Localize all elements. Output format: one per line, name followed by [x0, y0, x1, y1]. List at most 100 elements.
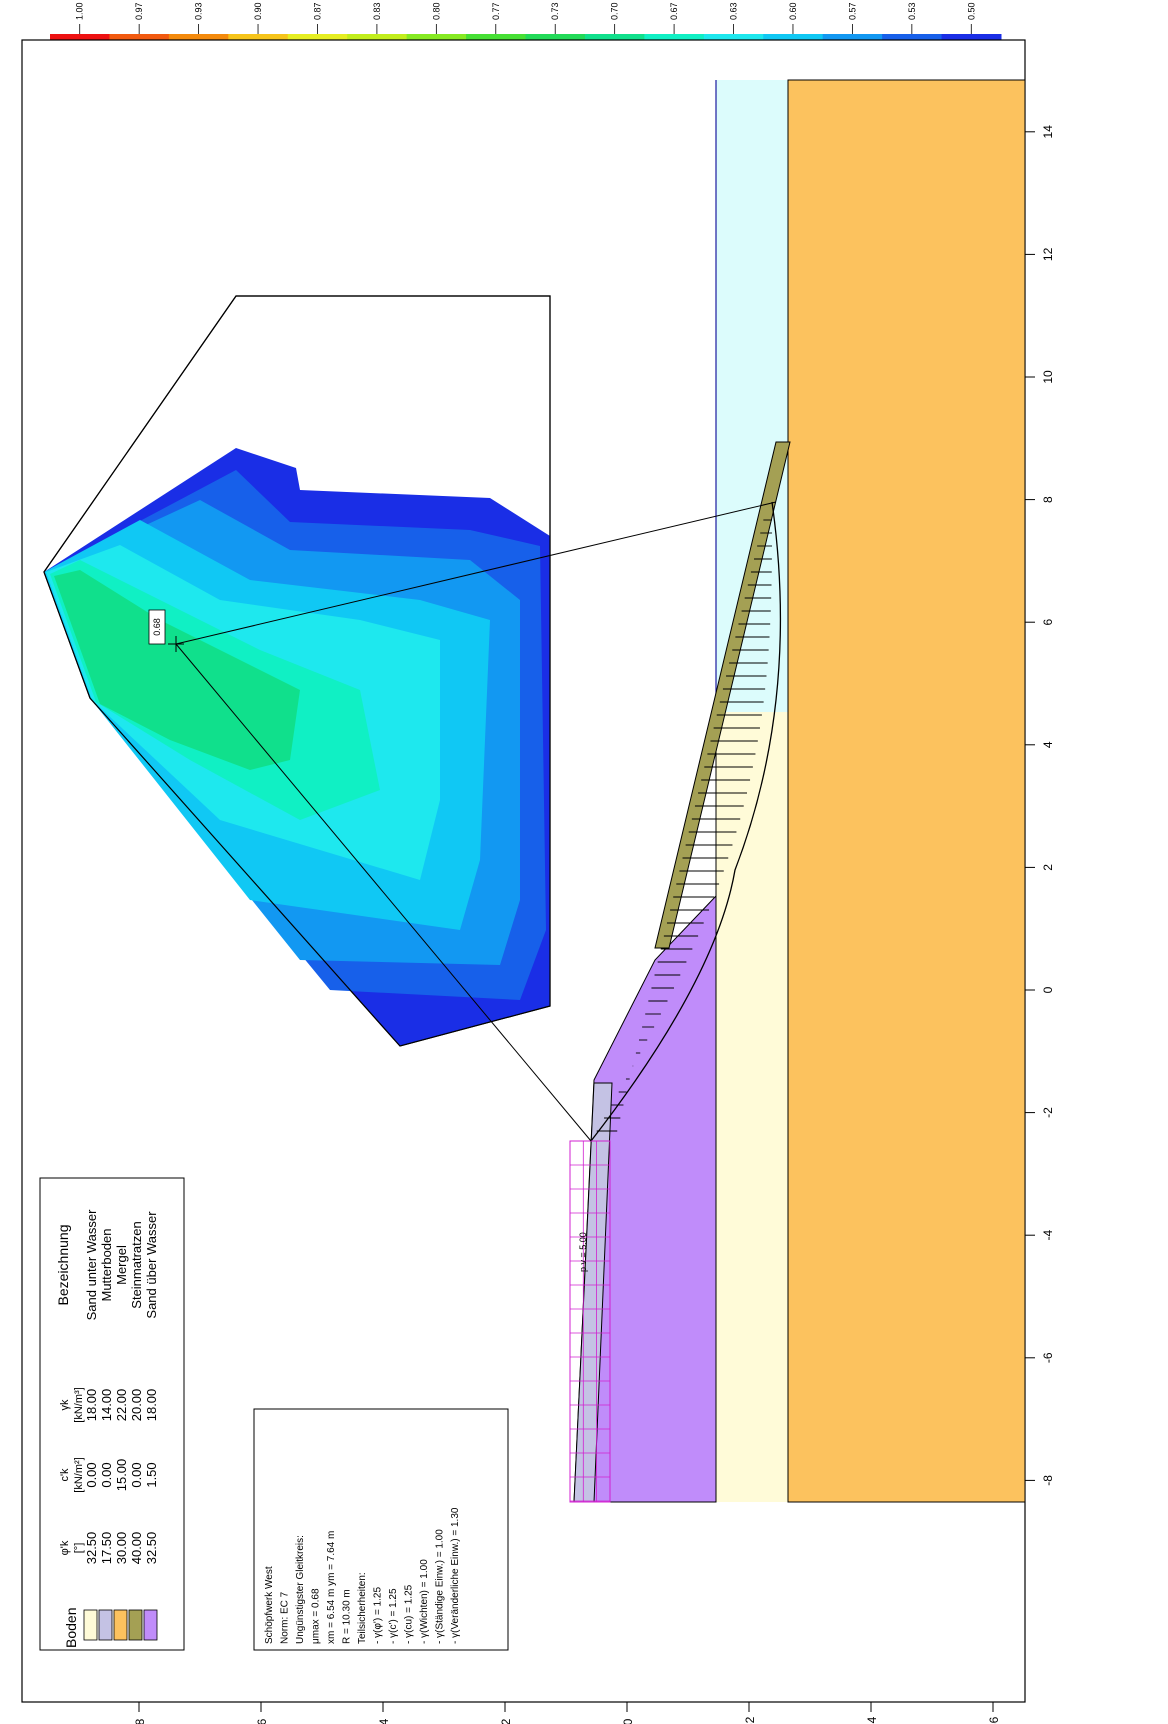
legend-phi-value: 17.50	[99, 1532, 114, 1565]
color-scale-label: 0.67	[669, 2, 679, 20]
x-axis-tick-label: 2	[1041, 864, 1055, 871]
legend-swatch	[113, 1609, 128, 1641]
legend-c-value: 1.50	[144, 1462, 159, 1487]
info-line: Schöpfwerk West	[264, 1566, 275, 1644]
legend-gamma-value: 22.00	[114, 1389, 129, 1422]
legend-swatch	[143, 1609, 158, 1641]
color-scale-label: 0.77	[491, 2, 501, 20]
x-axis-tick-label: 0	[1041, 986, 1055, 993]
x-axis-tick-label: 6	[1041, 619, 1055, 626]
legend-header-gamma: γk	[59, 1399, 71, 1411]
x-axis-tick-label: 12	[1041, 247, 1055, 261]
legend-soil-name: Mergel	[114, 1245, 129, 1285]
legend-phi-value: 32.50	[144, 1532, 159, 1565]
y-axis-tick-label: 6	[255, 1718, 269, 1724]
legend-soil-name: Sand unter Wasser	[84, 1209, 99, 1320]
color-scale-label: 1.00	[75, 2, 85, 20]
color-scale-label: 0.90	[253, 2, 263, 20]
info-line: R = 10.30 m	[342, 1589, 353, 1644]
legend-header-phi-unit: [°]	[73, 1543, 85, 1554]
x-axis-tick-label: -8	[1041, 1475, 1055, 1486]
color-scale-label: 0.53	[907, 2, 917, 20]
info-line: - γ(Veränderliche Einw.) = 1.30	[450, 1507, 461, 1644]
color-scale-label: 0.60	[788, 2, 798, 20]
legend-c-value: 15.00	[114, 1459, 129, 1492]
analysis-info: Schöpfwerk West Norm: EC 7 Ungünstigster G…	[264, 1507, 461, 1644]
y-axis-tick-label: -2	[743, 1716, 757, 1724]
info-line: - γ(Wichten) = 1.00	[419, 1559, 430, 1644]
slip-slices	[596, 519, 773, 1132]
layer-mergel	[787, 79, 1026, 1503]
x-axis-tick-label: 14	[1041, 125, 1055, 139]
legend-header-phi: φ'k	[59, 1540, 71, 1555]
legend-soil-name: Steinmatratzen	[129, 1221, 144, 1308]
info-line: xm = 6.54 m ym = 7.64 m	[326, 1531, 337, 1644]
y-axis-tick-label: 4	[377, 1718, 391, 1724]
soil-legend-box	[39, 1177, 185, 1651]
soil-legend: Boden φ'k [°] c'k [kN/m²] γk [kN/m³] Bezeichnun…	[55, 1209, 159, 1648]
info-line: - γ(c') = 1.25	[388, 1588, 399, 1644]
legend-gamma-value: 14.00	[99, 1389, 114, 1422]
x-axis-tick-label: 8	[1041, 496, 1055, 503]
color-scale-label: 0.80	[431, 2, 441, 20]
color-scale-label: 0.93	[194, 2, 204, 20]
color-scale-label: 0.70	[610, 2, 620, 20]
y-axis-tick-label: 2	[499, 1718, 513, 1724]
color-scale-label: 0.73	[550, 2, 560, 20]
info-line: Teilsicherheiten:	[357, 1572, 368, 1644]
color-scale-label: 0.87	[312, 2, 322, 20]
surcharge-load	[569, 1140, 611, 1503]
color-scale-label: 0.63	[729, 2, 739, 20]
y-axis-tick-label: -6	[987, 1716, 1001, 1724]
legend-soil-name: Mutterboden	[99, 1229, 114, 1302]
legend-phi-value: 40.00	[129, 1532, 144, 1565]
info-line: - γ(cu) = 1.25	[404, 1584, 415, 1644]
legend-phi-value: 30.00	[114, 1532, 129, 1565]
legend-c-value: 0.00	[129, 1462, 144, 1487]
legend-header-boden: Boden	[63, 1608, 79, 1648]
x-axis-tick-label: 4	[1041, 741, 1055, 748]
water-zone	[716, 80, 788, 712]
legend-header-bezeichnung: Bezeichnung	[55, 1225, 71, 1306]
legend-soil-name: Sand über Wasser	[144, 1211, 159, 1319]
legend-c-value: 0.00	[99, 1462, 114, 1487]
legend-c-value: 0.00	[84, 1462, 99, 1487]
y-axis-tick-label: -4	[865, 1716, 879, 1724]
layer-steinmatratzen	[654, 441, 791, 949]
color-scale-label: 0.57	[847, 2, 857, 20]
link-line-centre-to-end	[175, 501, 777, 645]
link-line-centre-to-start	[175, 643, 592, 1142]
info-box	[253, 1408, 509, 1651]
y-axis-tick-label: 8	[133, 1718, 147, 1724]
color-scale-label: 0.50	[966, 2, 976, 20]
legend-header-c-unit: [kN/m²]	[73, 1457, 85, 1492]
y-axis-tick-label: 0	[621, 1718, 635, 1724]
slip-circle-arc	[590, 501, 782, 1142]
x-axis-tick-label: -2	[1041, 1107, 1055, 1118]
info-line: μmax = 0.68	[311, 1588, 322, 1644]
legend-swatch	[128, 1609, 143, 1641]
load-label: p v = 5.00	[578, 1232, 588, 1272]
info-line: - γ(Ständige Einw.) = 1.00	[435, 1529, 446, 1644]
legend-gamma-value: 18.00	[84, 1389, 99, 1422]
color-scale-label: 0.97	[134, 2, 144, 20]
x-axis-tick-label: 10	[1041, 370, 1055, 384]
info-line: Ungünstigster Gleitkreis:	[295, 1535, 306, 1644]
info-line: Norm: EC 7	[280, 1591, 291, 1644]
x-axis-tick-label: -6	[1041, 1352, 1055, 1363]
legend-swatch	[83, 1609, 98, 1641]
legend-header-c: c'k	[59, 1468, 71, 1482]
legend-gamma-value: 20.00	[129, 1389, 144, 1422]
legend-phi-value: 32.50	[84, 1532, 99, 1565]
legend-header-gamma-unit: [kN/m³]	[73, 1387, 85, 1422]
legend-swatch	[98, 1609, 113, 1641]
x-axis-tick-label: -4	[1041, 1230, 1055, 1241]
legend-gamma-value: 18.00	[144, 1389, 159, 1422]
contour-boundary	[43, 295, 551, 1047]
contour-band	[54, 570, 300, 770]
info-line: - γ(φ') = 1.25	[373, 1587, 384, 1644]
axes: -8 -6 -4 -2 0 2 4 6 8 10 12 14 8 6 4 2 0 -2 -4 -6	[133, 125, 1055, 1724]
minimum-label: 0.68	[148, 609, 166, 645]
svg-text:0.68: 0.68	[152, 618, 162, 636]
